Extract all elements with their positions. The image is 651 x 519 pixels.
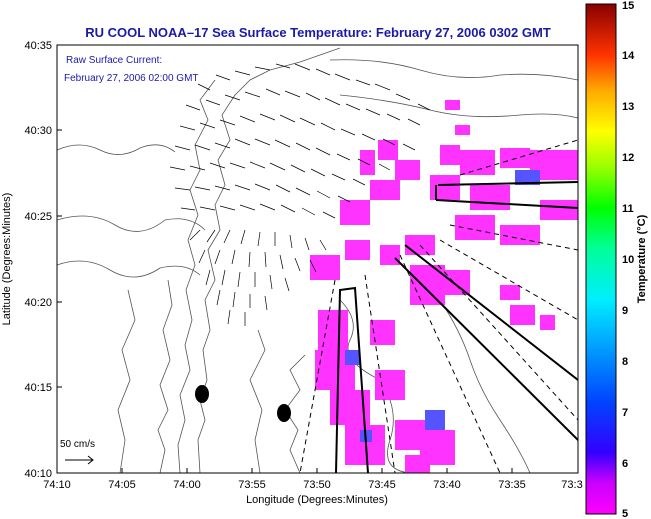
colorbar-tick: 8 (622, 356, 628, 368)
y-tick-label: 40:15 (24, 382, 52, 394)
x-tick-label: 73:55 (238, 479, 266, 491)
radar-sector-lines (299, 139, 578, 473)
colorbar-tick: 9 (622, 305, 628, 317)
x-tick-label: 73:50 (303, 479, 331, 491)
colorbar-tick: 5 (622, 508, 628, 519)
y-tick-label: 40:20 (24, 297, 52, 309)
colorbar-tick: 12 (622, 152, 634, 164)
y-tick-label: 40:10 (24, 468, 52, 480)
sst-patches (310, 100, 578, 473)
colorbar-tick: 6 (622, 458, 628, 470)
colorbar-tick: 15 (622, 0, 634, 12)
scale-label: 50 cm/s (60, 439, 95, 450)
transect-boxes (335, 181, 578, 473)
x-axis: 74:10 74:05 74:00 73:55 73:50 73:45 73:4… (43, 468, 583, 506)
coastline-contours (57, 47, 578, 473)
colorbar: 15 14 13 12 11 10 9 8 7 6 5 Temperature … (585, 0, 648, 519)
x-tick-label: 74:10 (43, 479, 71, 491)
current-vectors (169, 63, 431, 326)
colorbar-tick: 7 (622, 407, 628, 419)
x-tick-label: 73:35 (498, 479, 526, 491)
scale-arrow (65, 455, 94, 465)
x-tick-label: 73:3 (561, 479, 582, 491)
x-tick-label: 73:40 (433, 479, 461, 491)
colorbar-gradient (585, 3, 617, 515)
x-axis-label: Longitude (Degrees:Minutes) (246, 494, 388, 506)
x-tick-label: 73:45 (368, 479, 396, 491)
y-axis-label: Latitude (Degrees:Minutes) (1, 193, 13, 326)
colorbar-tick: 14 (622, 50, 635, 62)
y-axis: 40:35 40:30 40:25 40:20 40:15 40:10 Lati… (1, 40, 62, 480)
y-tick-label: 40:30 (24, 125, 52, 137)
colorbar-label: Temperature (°C) (636, 214, 648, 303)
legend-line1: Raw Surface Current: (66, 55, 162, 66)
map-area: Raw Surface Current: February 27, 2006 0… (56, 44, 579, 474)
x-tick-label: 74:05 (108, 479, 136, 491)
colorbar-tick: 13 (622, 101, 634, 113)
figure-title: RU COOL NOAA–17 Sea Surface Temperature:… (85, 25, 551, 40)
y-tick-label: 40:25 (24, 211, 52, 223)
colorbar-tick: 11 (622, 203, 634, 215)
colorbar-tick: 10 (622, 254, 634, 266)
x-tick-label: 74:00 (173, 479, 201, 491)
y-tick-label: 40:35 (24, 40, 52, 52)
legend-line2: February 27, 2006 02:00 GMT (64, 73, 199, 84)
station-marker (277, 404, 291, 422)
station-marker (195, 385, 209, 403)
